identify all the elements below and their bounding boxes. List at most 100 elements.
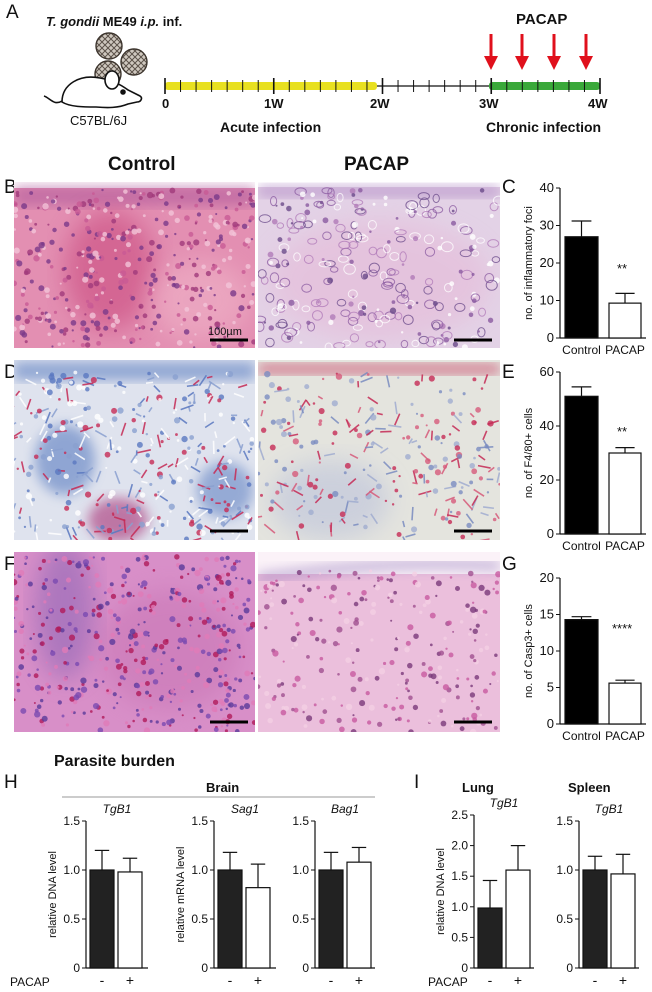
bar-pacap [610,873,636,969]
mouse-strain-label: C57BL/6J [70,113,127,128]
acute-phase-label: Acute infection [220,119,321,135]
mouse-icon [43,70,143,109]
y-tick-label: 1.5 [451,869,468,883]
y-tick-label: 1.0 [292,863,309,877]
acute-phase-bar [165,82,377,90]
bar-control [477,907,503,969]
y-tick-label: 0 [461,961,468,975]
x-category-label: + [619,972,627,988]
chart-casp3-cells: 0 5 10 15 20 Control PACAP no. of Casp3+ cells [523,570,646,743]
y-tick-label: 0 [547,716,554,731]
x-category-label: - [100,972,105,988]
significance-g: **** [612,621,632,636]
chronic-phase-label: Chronic infection [486,119,601,135]
x-category-label: + [254,972,262,988]
y-tick-label: 5 [547,680,554,695]
chart-brain-bag1: 0 0.5 1.0 1.5 - + Bag1 [292,802,375,988]
lung-header: Lung [462,780,494,795]
tick-label-4w: 4W [588,96,608,111]
bar-control [582,869,608,969]
y-tick-label: 0.5 [63,912,80,926]
gene-title: TgB1 [595,802,624,816]
y-tick-label: 10 [540,293,554,308]
chart-brain-sag1: 0 0.5 1.0 1.5 - + relative mRNA level Sag1 [175,802,276,988]
bar-pacap [608,682,642,725]
chart-inflammatory-foci: 0 10 20 30 40 Control PACAP no. of inflammatory… [523,180,646,357]
tick-label-0: 0 [162,96,169,111]
panel-letter-h: H [4,772,18,793]
y-tick-label: 1.0 [451,900,468,914]
micrograph-f480-pacap [258,360,500,540]
y-tick-label: 40 [540,418,554,433]
micrograph-f480-control [14,360,255,540]
y-tick-label: 1.0 [191,863,208,877]
panel-letter-f: F [4,554,16,575]
y-tick-label: 60 [540,364,554,379]
bar-pacap [245,887,271,969]
arrow-down-icon [547,34,561,70]
panel-letter-i: I [414,772,419,793]
arrow-down-icon [484,34,498,70]
infection-suffix: inf. [159,14,182,29]
y-tick-label: 0.5 [292,912,309,926]
y-axis-label: relative DNA level [435,848,447,935]
y-axis-label: no. of F4/80+ cells [523,407,535,498]
tick-label-3w: 3W [479,96,499,111]
x-category-label: - [329,972,334,988]
x-category-label: PACAP [605,729,645,743]
y-tick-label: 10 [540,643,554,658]
x-category-label: - [488,972,493,988]
panel-letter-g: G [502,554,517,575]
x-category-label: + [514,972,522,988]
bar-control [318,869,344,969]
gene-title: Sag1 [231,802,259,816]
y-tick-label: 20 [540,255,554,270]
y-axis-label: no. of inflammatory foci [523,206,535,320]
y-tick-label: 40 [540,180,554,195]
tick-label-2w: 2W [370,96,390,111]
arrow-down-icon [515,34,529,70]
micrograph-he-pacap [258,180,500,348]
y-axis-label: relative mRNA level [175,847,187,943]
y-tick-label: 1.5 [63,814,80,828]
x-category-label: - [228,972,233,988]
micrograph-casp3-pacap [258,552,500,732]
y-tick-label: 0.5 [556,912,573,926]
infection-label: T. gondii ME49 i.p. inf. [46,14,182,29]
infection-organism: T. gondii [46,14,100,29]
pacap-row-label-h: PACAP [10,975,50,989]
chart-spleen-tgb1: 0 0.5 1.0 1.5 - + TgB1 [556,802,639,988]
y-axis-label: relative DNA level [47,851,59,938]
panel-a-timeline: A T. gondii ME49 i.p. inf. C57BL/6J 0 1W… [6,2,608,135]
micrograph-casp3-control [14,552,255,732]
significance-c: ** [617,261,627,276]
y-tick-label: 1.5 [292,814,309,828]
y-tick-label: 0 [302,961,309,975]
y-tick-label: 0 [566,961,573,975]
bar-pacap [608,452,642,535]
chronic-phase-bar [489,82,600,90]
y-axis-label: no. of Casp3+ cells [523,604,535,698]
infection-strain: ME49 [99,14,140,29]
y-tick-label: 0 [547,526,554,541]
treatment-arrows [484,34,593,70]
y-tick-label: 0.5 [451,930,468,944]
panel-letter-a: A [6,2,19,23]
timeline-day-ticks [164,78,601,94]
chart-f480-cells: 0 20 40 60 Control PACAP no. of F4/80+ cells [523,364,646,553]
infection-route: i.p. [140,14,159,29]
bar-control [564,395,599,535]
x-category-label: PACAP [605,343,645,357]
scale-bar-label: 100µm [208,326,242,338]
significance-e: ** [617,424,627,439]
panel-letter-b: B [4,177,17,198]
x-category-label: + [355,972,363,988]
micrograph-he-control [14,180,255,348]
bar-pacap [608,302,642,339]
gene-title: Bag1 [331,802,359,816]
bar-control [217,869,243,969]
bar-control [564,236,599,339]
gene-title: TgB1 [103,802,132,816]
y-tick-label: 2.0 [451,839,468,853]
y-tick-label: 1.0 [556,863,573,877]
